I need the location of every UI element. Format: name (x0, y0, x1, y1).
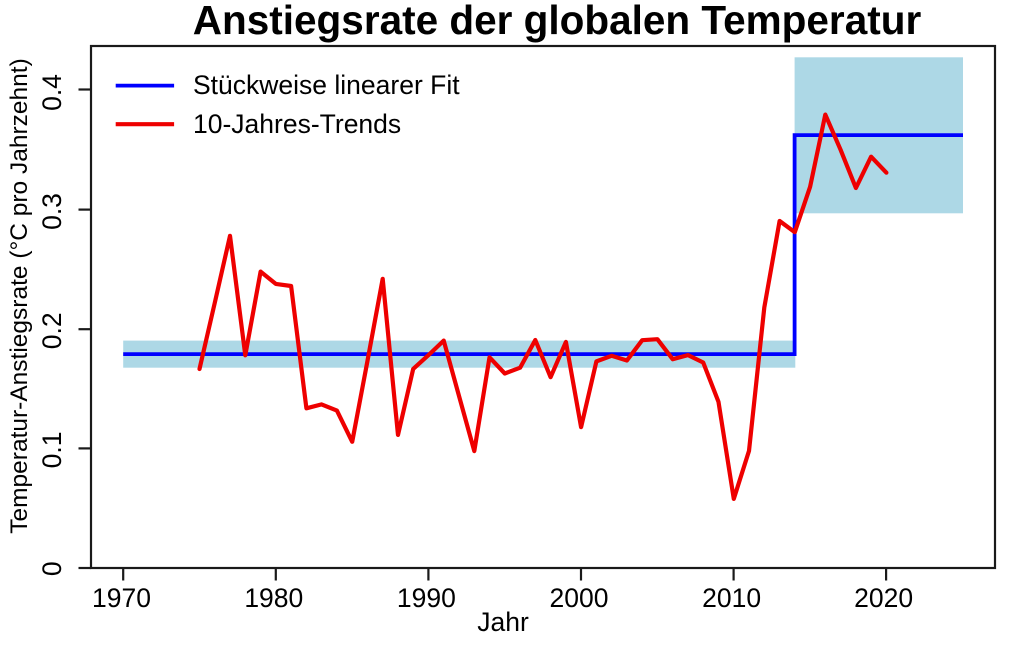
svg-text:0.3: 0.3 (37, 193, 67, 230)
svg-text:2000: 2000 (550, 583, 609, 613)
svg-text:1980: 1980 (244, 583, 303, 613)
svg-text:Stückweise linearer Fit: Stückweise linearer Fit (193, 70, 460, 100)
svg-text:1970: 1970 (92, 583, 151, 613)
svg-text:Temperatur-Anstiegsrate (°C pr: Temperatur-Anstiegsrate (°C pro Jahrzehn… (6, 58, 33, 534)
svg-text:0.4: 0.4 (37, 74, 67, 111)
svg-text:Anstiegsrate der globalen Temp: Anstiegsrate der globalen Temperatur (193, 0, 922, 43)
svg-text:2020: 2020 (854, 583, 913, 613)
svg-text:0.1: 0.1 (37, 431, 67, 468)
svg-text:0: 0 (37, 561, 67, 576)
svg-text:Jahr: Jahr (477, 607, 529, 637)
svg-text:1990: 1990 (397, 583, 456, 613)
svg-text:10-Jahres-Trends: 10-Jahres-Trends (193, 109, 401, 139)
svg-text:2010: 2010 (702, 583, 761, 613)
svg-text:0.2: 0.2 (37, 312, 67, 349)
